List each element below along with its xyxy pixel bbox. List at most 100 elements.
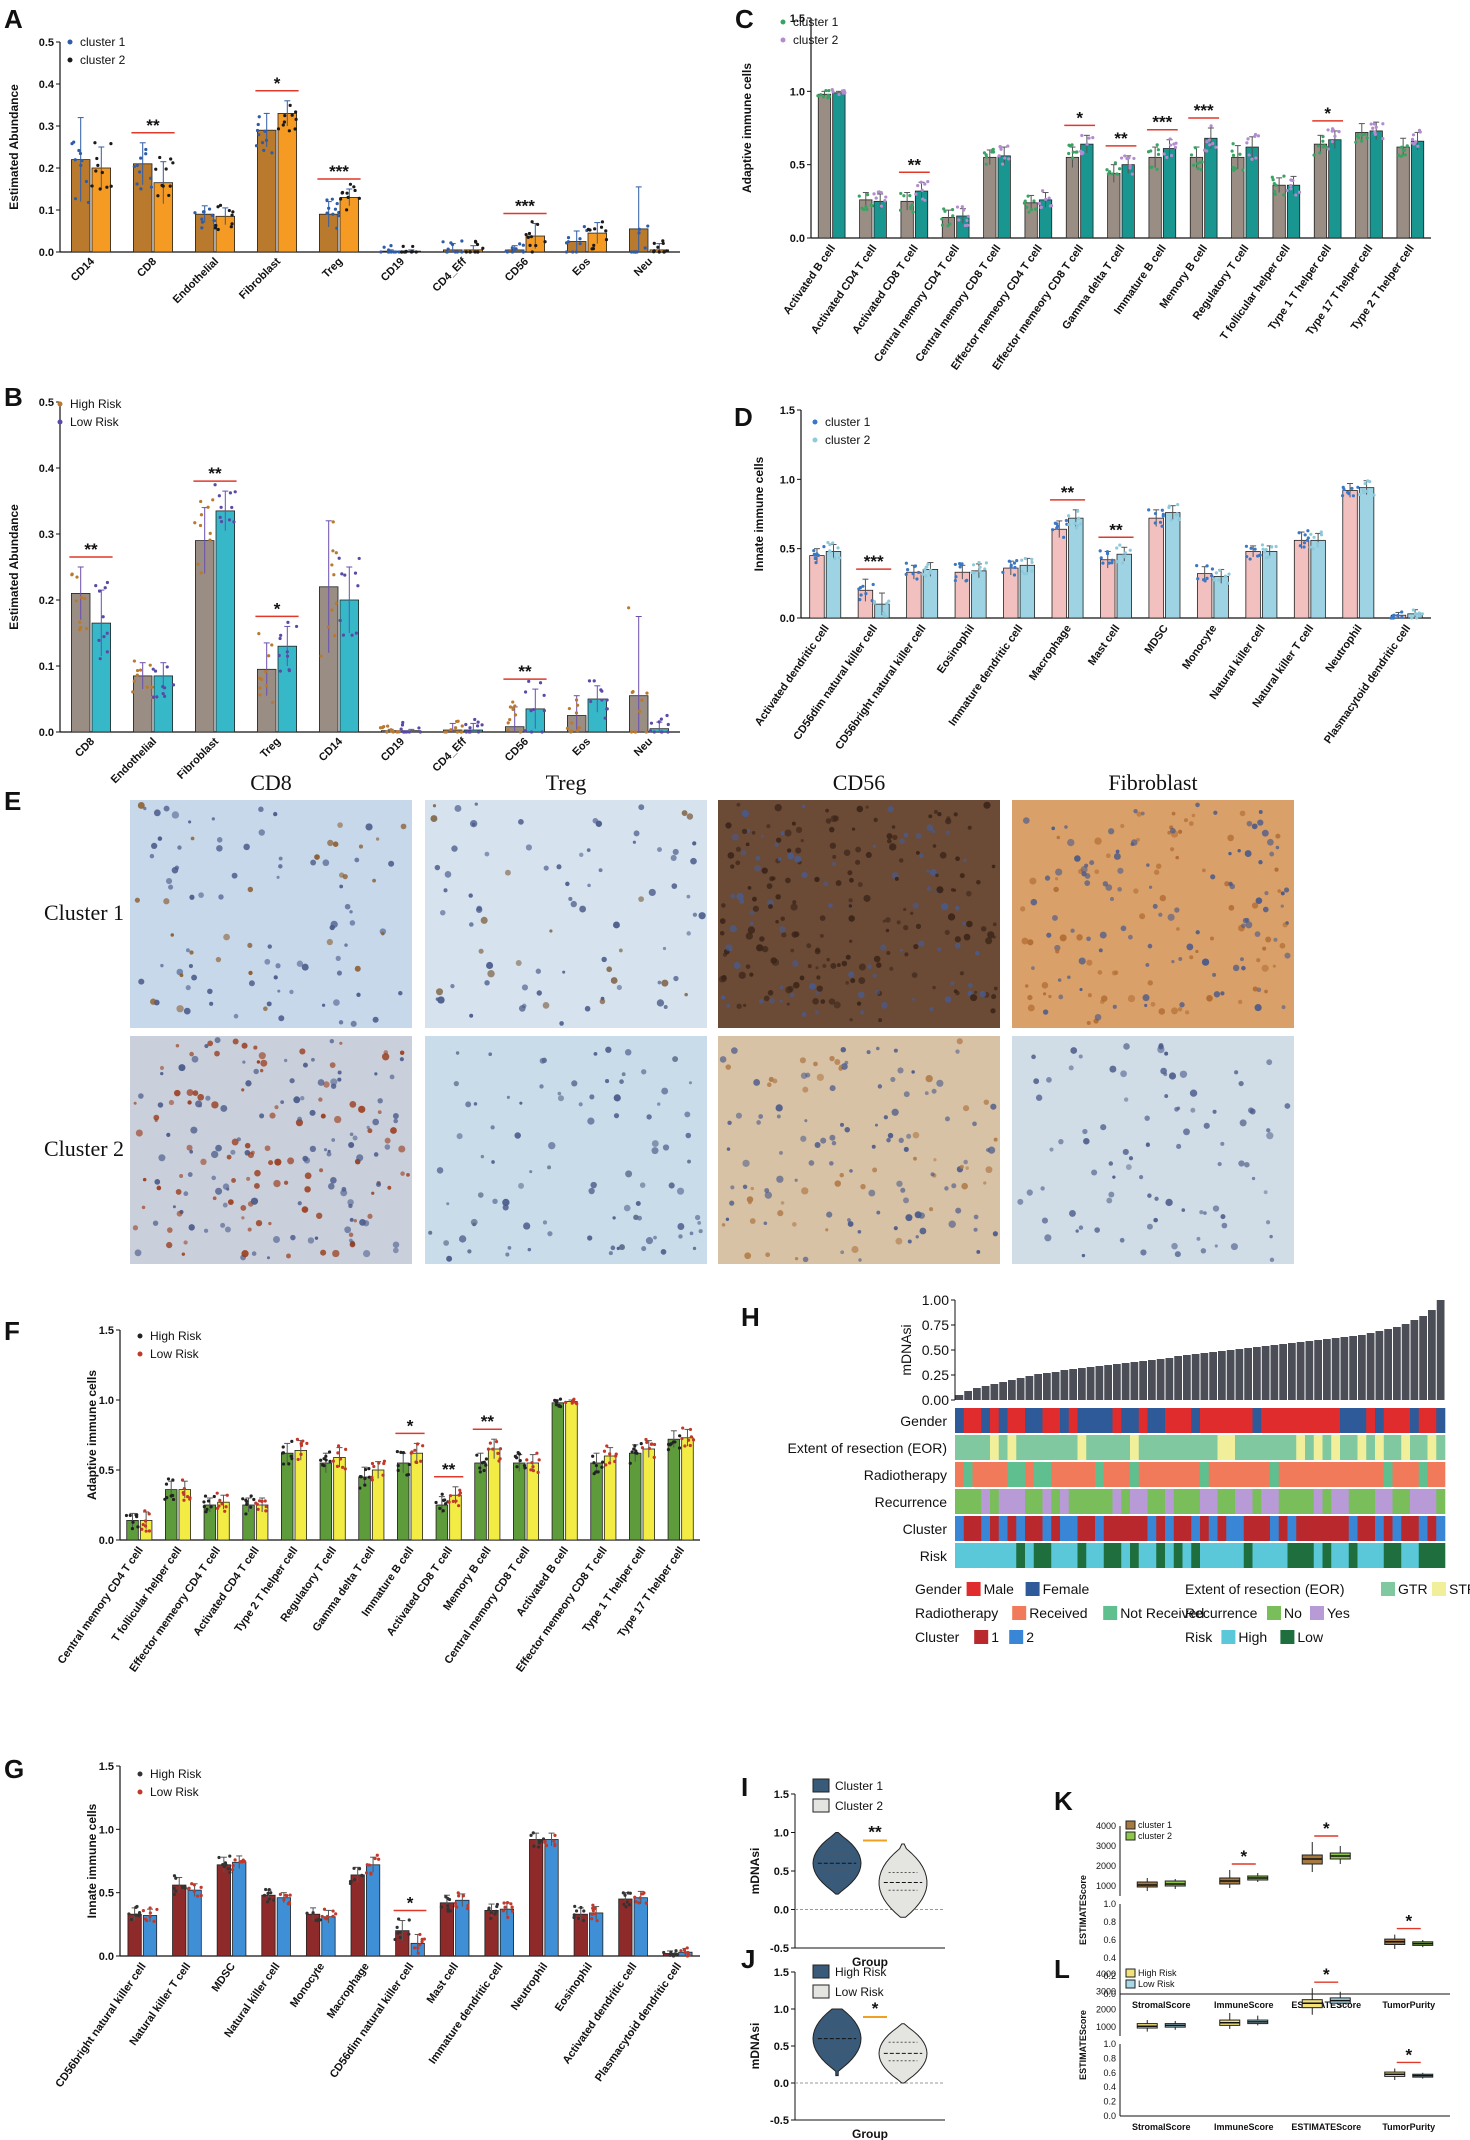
data-point [1356, 485, 1360, 489]
data-point [626, 1891, 630, 1895]
data-point [916, 183, 920, 188]
data-point [198, 523, 203, 528]
data-point [186, 1887, 191, 1891]
heatmap-cell [1077, 1489, 1087, 1514]
data-point [1020, 558, 1024, 562]
data-point [202, 1500, 206, 1504]
data-point [457, 1894, 461, 1898]
stained-cell [1234, 1070, 1239, 1075]
data-point [446, 1909, 450, 1913]
stained-cell [316, 1212, 323, 1219]
stained-cell [750, 1186, 754, 1191]
heatmap-cell [1261, 1462, 1271, 1487]
stained-cell [987, 931, 995, 939]
heatmap-cell [1217, 1543, 1227, 1568]
stained-cell [841, 1063, 848, 1070]
stained-cell [749, 1218, 756, 1224]
heatmap-cell [1357, 1435, 1367, 1460]
mdnasi-bar [1165, 1358, 1174, 1400]
stained-cell [832, 854, 837, 859]
data-point [217, 494, 221, 498]
stained-cell [149, 853, 155, 859]
stained-cell [562, 970, 566, 974]
data-point [666, 1447, 671, 1452]
heatmap-cell [1313, 1516, 1323, 1541]
data-point [464, 250, 468, 254]
data-point [281, 1445, 285, 1449]
legend-label: No [1284, 1605, 1302, 1621]
heatmap-cell [1103, 1408, 1113, 1433]
heatmap-cell [963, 1435, 973, 1460]
data-point [614, 1452, 618, 1456]
stained-cell [142, 1177, 147, 1182]
y-tick-label: 3000 [1096, 1841, 1116, 1851]
data-point [486, 1447, 491, 1451]
data-point [1176, 502, 1180, 507]
data-point [1118, 543, 1122, 547]
stained-cell [323, 1081, 330, 1088]
data-point [464, 730, 468, 734]
data-point [665, 249, 669, 253]
data-point [476, 720, 480, 724]
data-point [1302, 545, 1306, 549]
stained-cell [347, 1199, 354, 1206]
data-point [960, 205, 964, 209]
stained-cell [947, 913, 956, 921]
heatmap-cell [1191, 1462, 1201, 1487]
stained-cell [656, 999, 665, 1007]
stained-cell [181, 1252, 186, 1256]
mdnasi-bar [1183, 1355, 1191, 1400]
data-point [1414, 616, 1419, 620]
data-point [363, 1483, 367, 1487]
data-point [482, 1468, 486, 1473]
heatmap-cell [998, 1435, 1008, 1460]
heatmap-cell [1121, 1462, 1131, 1487]
stained-cell [338, 872, 345, 878]
stained-cell [1265, 936, 1272, 943]
legend-label: Female [1043, 1581, 1090, 1597]
stained-cell [668, 1182, 675, 1189]
data-point [245, 1502, 249, 1506]
stained-cell [392, 1247, 399, 1254]
data-point [404, 250, 408, 254]
stained-cell [893, 1048, 898, 1053]
stained-cell [1217, 1161, 1222, 1167]
micrograph-column-title: CD56 [833, 770, 886, 795]
stained-cell [332, 841, 339, 847]
stained-cell [1275, 833, 1281, 839]
stained-cell [278, 856, 283, 861]
stained-cell [742, 1159, 750, 1167]
stained-cell [962, 1105, 970, 1112]
stained-cell [899, 838, 905, 845]
stained-cell [273, 975, 278, 980]
data-point [652, 1455, 656, 1460]
significance-label: *** [1152, 113, 1172, 132]
stained-cell [309, 1145, 317, 1153]
stained-cell [799, 1057, 806, 1064]
data-point [647, 1446, 652, 1451]
data-point [1030, 569, 1034, 573]
data-point [1411, 133, 1416, 137]
stained-cell [328, 1183, 335, 1190]
y-tick-label: 0.8 [1103, 1917, 1116, 1927]
data-point [495, 1902, 500, 1907]
stained-cell [903, 832, 909, 838]
heatmap-cell [1340, 1408, 1350, 1433]
data-point [887, 599, 891, 603]
heatmap-cell [1392, 1489, 1402, 1514]
stained-cell [725, 1064, 731, 1070]
data-point [136, 1525, 140, 1529]
stained-cell [329, 924, 335, 931]
heatmap-cell [1340, 1435, 1350, 1460]
mdnasi-bar [1436, 1300, 1445, 1400]
data-point [272, 1898, 276, 1902]
data-point [923, 182, 927, 186]
heatmap-cell [1287, 1408, 1297, 1433]
data-point [859, 593, 863, 597]
stained-cell [1269, 1234, 1273, 1239]
stained-cell [657, 847, 662, 853]
stained-cell [248, 970, 253, 976]
micrograph-tile [718, 1036, 1000, 1264]
data-point [151, 667, 155, 671]
stained-cell [905, 1214, 913, 1222]
